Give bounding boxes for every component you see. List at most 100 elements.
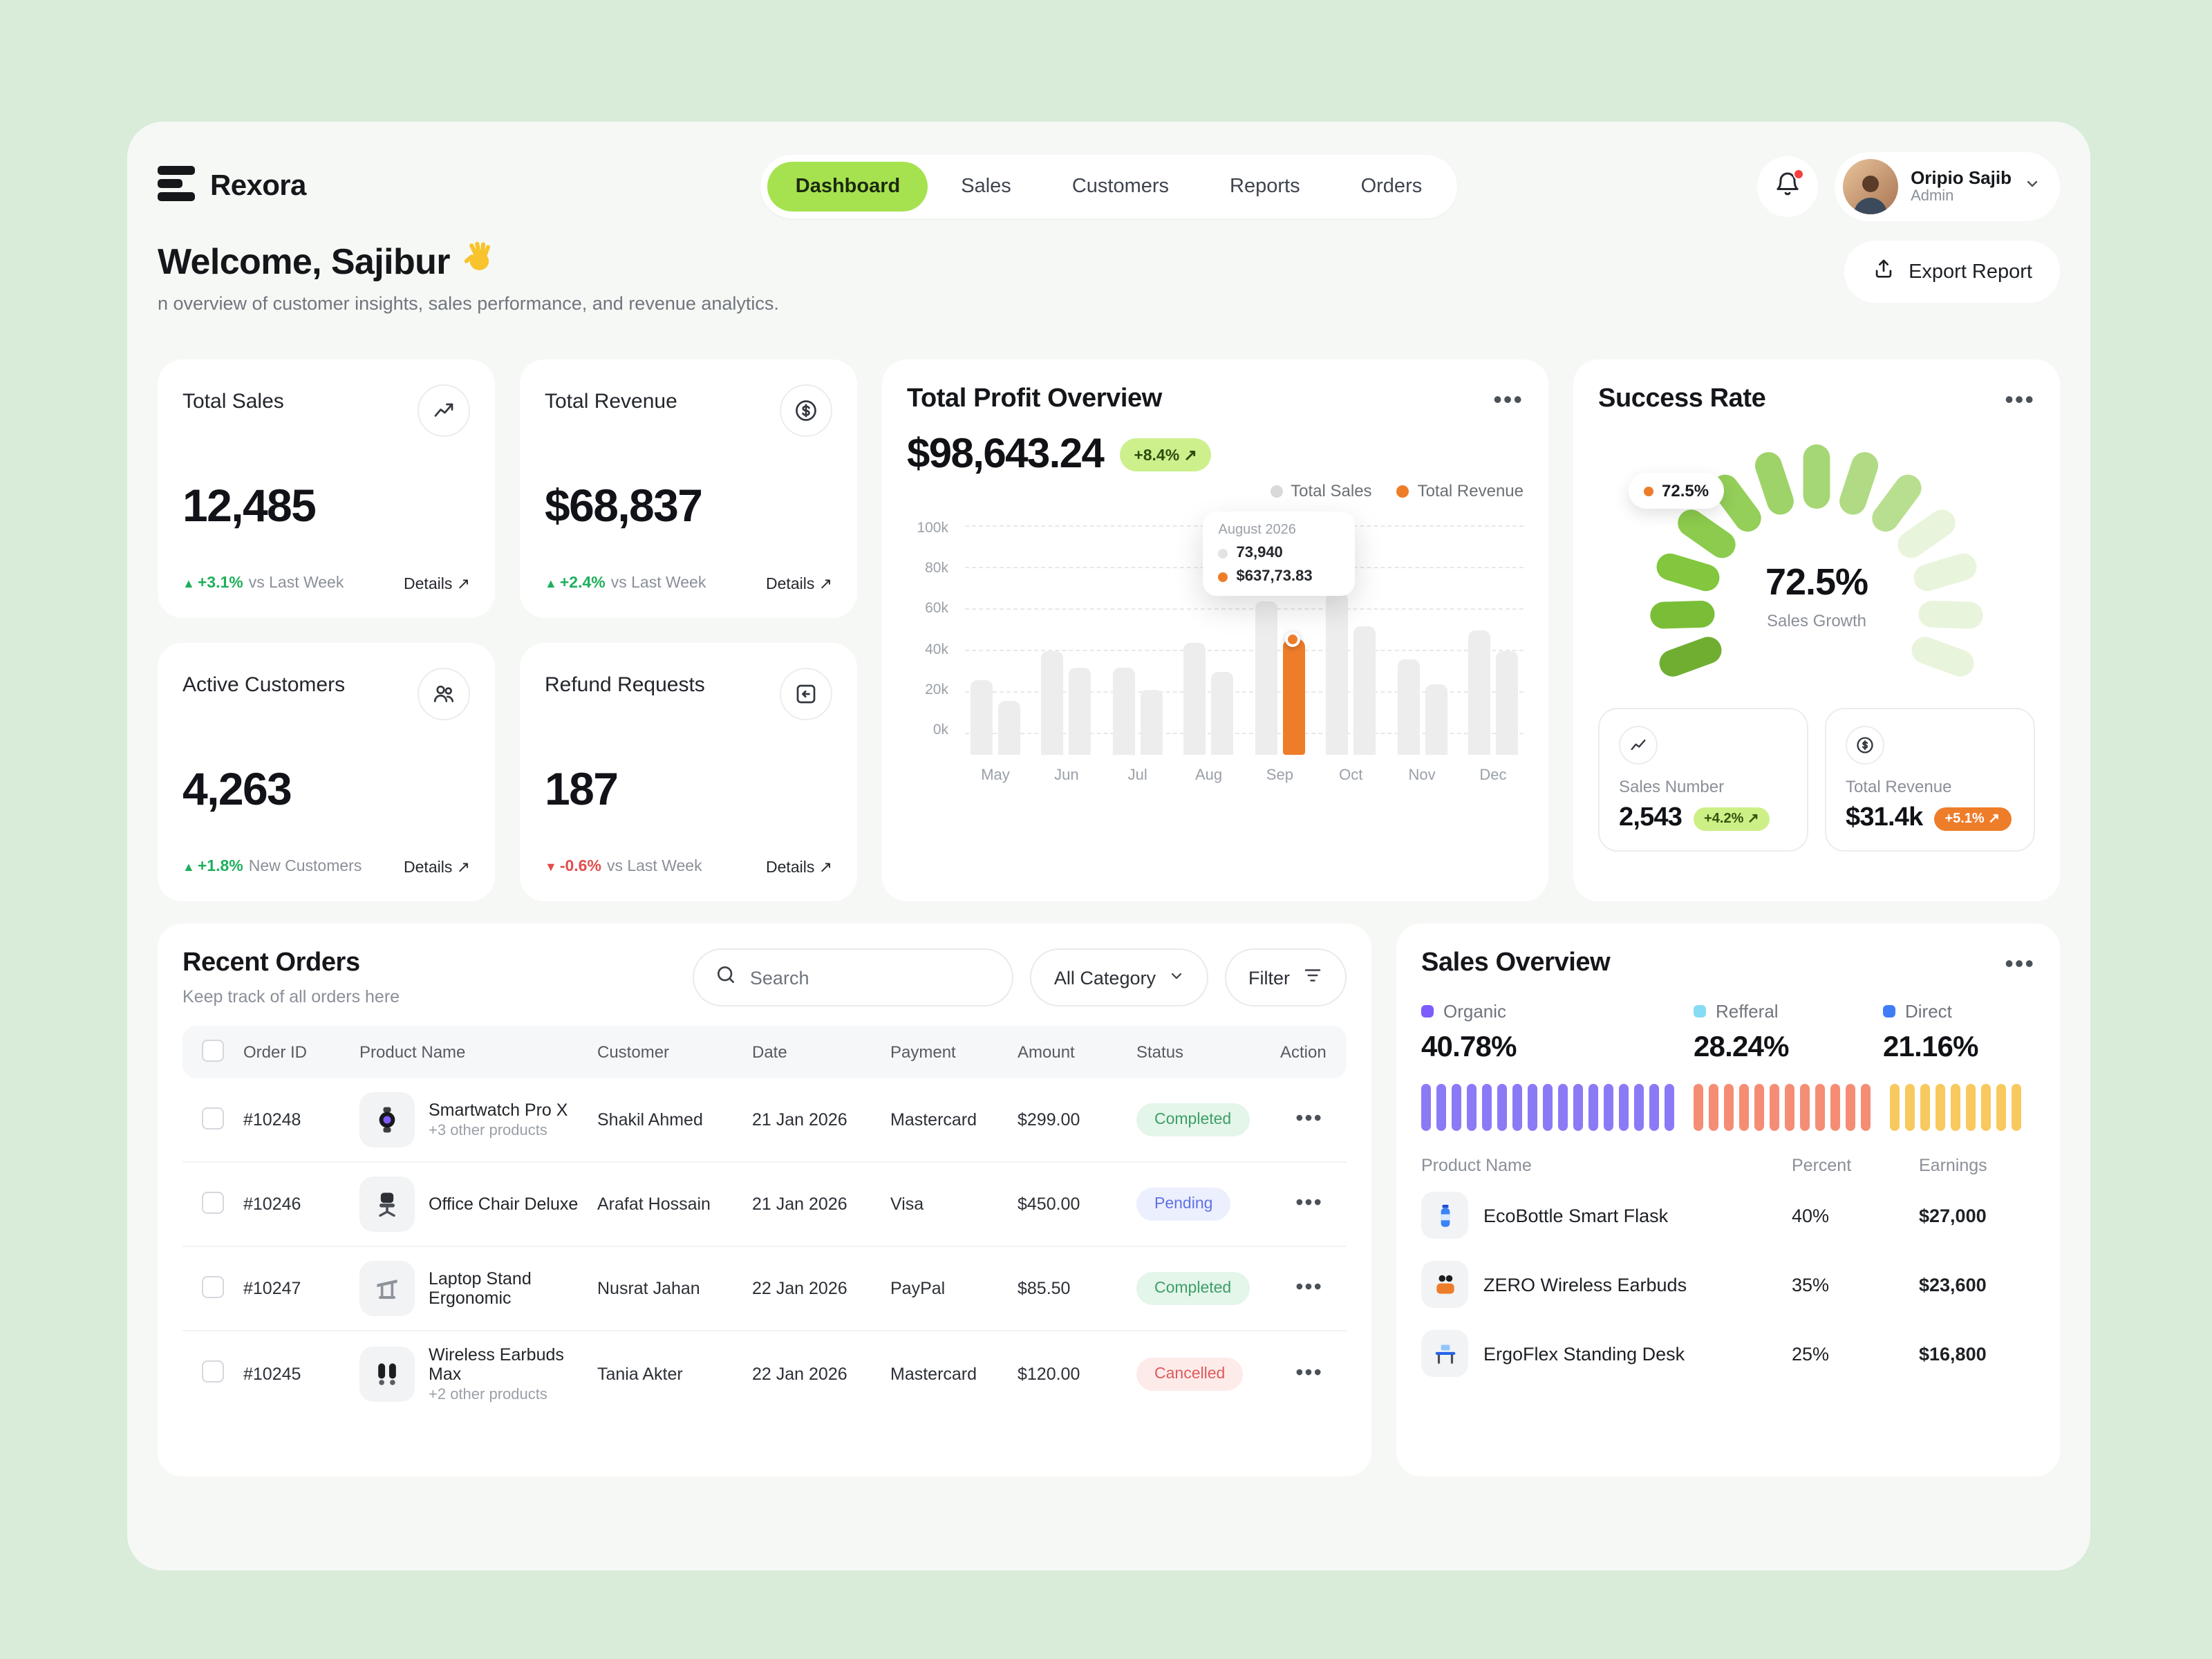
welcome-section: Welcome, Sajibur n overview of customer … — [158, 241, 2060, 343]
details-link[interactable]: Details ↗ — [404, 577, 470, 593]
payment-method: Mastercard — [890, 1110, 977, 1130]
wave-emoji-icon — [461, 241, 494, 283]
product-earnings: $16,800 — [1919, 1343, 1987, 1364]
user-name: Oripio Sajib — [1911, 167, 2012, 188]
orders-subtitle: Keep track of all orders here — [182, 987, 400, 1006]
total-revenue-mini-card: Total Revenue $31.4k +5.1% ↗ — [1825, 708, 2035, 852]
select-all-checkbox[interactable] — [202, 1039, 224, 1061]
orders-table: Order ID Product Name Customer Date Payment A… — [182, 1026, 1347, 1416]
table-row[interactable]: #10246 Office Chair Deluxe Arafat Hossain 2… — [182, 1163, 1347, 1247]
list-item[interactable]: ZERO Wireless Earbuds 35% $23,600 — [1421, 1250, 2035, 1319]
logo[interactable]: Rexora — [158, 165, 572, 208]
stat-label: Total Revenue — [545, 390, 677, 413]
order-id: #10247 — [243, 1279, 301, 1298]
product-name: Wireless Earbuds Max — [429, 1344, 564, 1383]
success-rate-card: Success Rate ••• 72.5% 72.5% Sales Growt… — [1573, 359, 2060, 901]
rexora-logo-icon — [158, 165, 196, 208]
organic-dot — [1421, 1005, 1434, 1018]
table-header: Order ID Product Name Customer Date Payment A… — [182, 1026, 1347, 1078]
table-row[interactable]: #10245 Wireless Earbuds Max +2 other produ… — [182, 1331, 1347, 1416]
delta-arrow-icon: ▲ — [182, 860, 195, 874]
user-menu[interactable]: Oripio Sajib Admin — [1835, 152, 2060, 221]
details-link[interactable]: Details ↗ — [766, 577, 832, 593]
column-header: Product Name — [1421, 1156, 1532, 1175]
organic-value: 40.78% — [1421, 1031, 1517, 1063]
success-title: Success Rate — [1598, 384, 1766, 413]
payment-method: Visa — [890, 1194, 924, 1214]
chair-icon — [359, 1177, 415, 1232]
status-badge: Completed — [1136, 1103, 1250, 1136]
table-row[interactable]: #10247 Laptop Stand Ergonomic Nusrat Jahan… — [182, 1247, 1347, 1331]
sales-overview-menu-button[interactable]: ••• — [2005, 950, 2035, 977]
search-input[interactable] — [749, 967, 995, 988]
column-header: Product Name — [359, 1042, 466, 1062]
details-link[interactable]: Details ↗ — [404, 860, 470, 877]
page-subtitle: n overview of customer insights, sales p… — [158, 293, 779, 314]
smartwatch-icon — [359, 1092, 415, 1147]
category-select[interactable]: All Category — [1030, 948, 1208, 1006]
stat-card-refund-requests: Refund Requests 187 ▼ -0.6% vs Last Week D… — [520, 643, 857, 901]
stat-value: 4,263 — [182, 762, 292, 814]
nav-item-orders[interactable]: Orders — [1360, 176, 1423, 198]
status-badge: Completed — [1136, 1272, 1250, 1305]
order-amount: $450.00 — [1018, 1194, 1080, 1214]
row-actions-button[interactable]: ••• — [1295, 1107, 1323, 1131]
order-id: #10245 — [243, 1364, 301, 1383]
profit-legend: Total Sales Total Revenue — [907, 481, 1524, 500]
bar-group-jul: Jul — [1112, 525, 1163, 785]
success-gauge: 72.5% 72.5% Sales Growth — [1598, 418, 2035, 702]
sales-overview-card: Sales Overview ••• Organic 40.78% Reffer… — [1396, 924, 2060, 1477]
order-date: 22 Jan 2026 — [752, 1279, 847, 1298]
column-header: Amount — [1018, 1042, 1075, 1062]
export-report-button[interactable]: Export Report — [1844, 241, 2060, 303]
table-row[interactable]: #10248 Smartwatch Pro X +3 other products S… — [182, 1078, 1347, 1163]
list-item[interactable]: EcoBottle Smart Flask 40% $27,000 — [1421, 1181, 2035, 1250]
desk-icon — [1421, 1330, 1468, 1377]
success-menu-button[interactable]: ••• — [2005, 386, 2035, 413]
gauge-value: 72.5% — [1765, 561, 1868, 603]
stat-card-total-revenue: Total Revenue $68,837 ▲ +2.4% vs Last Week… — [520, 359, 857, 618]
bar-group-may: May — [971, 525, 1020, 785]
details-link[interactable]: Details ↗ — [766, 860, 832, 877]
topbar: Rexora Dashboard Sales Customers Reports… — [158, 149, 2060, 224]
strip-direct — [1890, 1084, 2021, 1131]
customer-name: Nusrat Jahan — [597, 1279, 700, 1298]
bar-group-dec: Dec — [1468, 525, 1518, 785]
list-item[interactable]: ErgoFlex Standing Desk 25% $16,800 — [1421, 1319, 2035, 1388]
stat-value: $68,837 — [545, 479, 703, 530]
row-actions-button[interactable]: ••• — [1295, 1361, 1323, 1385]
nav-item-customers[interactable]: Customers — [1071, 176, 1170, 198]
column-header: Status — [1136, 1042, 1184, 1062]
bar-group-jun: Jun — [1041, 525, 1091, 785]
stat-value: 187 — [545, 762, 619, 814]
bar-group-sep: Sep — [1255, 525, 1305, 785]
product-percent: 40% — [1792, 1205, 1830, 1226]
bar-group-aug: Aug — [1183, 525, 1234, 785]
profit-title: Total Profit Overview — [907, 384, 1162, 413]
filter-button[interactable]: Filter — [1225, 948, 1347, 1006]
sales-table-header: Product Name Percent Earnings — [1421, 1156, 2035, 1181]
nav-item-reports[interactable]: Reports — [1230, 176, 1300, 198]
stat-card-active-customers: Active Customers 4,263 ▲ +1.8% New Custome… — [158, 643, 495, 901]
profit-menu-button[interactable]: ••• — [1493, 386, 1524, 413]
row-checkbox[interactable] — [202, 1275, 224, 1297]
row-actions-button[interactable]: ••• — [1295, 1276, 1323, 1300]
stats-grid: Total Sales 12,485 ▲ +3.1% vs Last Week De… — [158, 359, 857, 901]
nav-item-dashboard[interactable]: Dashboard — [767, 162, 928, 212]
product-name: ZERO Wireless Earbuds — [1483, 1274, 1687, 1295]
column-header: Customer — [597, 1042, 670, 1062]
highlight-dot — [1285, 632, 1301, 647]
row-checkbox[interactable] — [202, 1107, 224, 1129]
row-checkbox[interactable] — [202, 1191, 224, 1213]
mini-value: 2,543 — [1619, 803, 1683, 832]
notifications-button[interactable] — [1757, 156, 1819, 217]
product-sub: +2 other products — [429, 1386, 547, 1403]
order-id: #10246 — [243, 1194, 301, 1214]
product-earnings: $27,000 — [1919, 1205, 1987, 1226]
search-box[interactable] — [693, 948, 1014, 1006]
row-actions-button[interactable]: ••• — [1295, 1192, 1323, 1215]
user-role: Admin — [1911, 188, 1954, 205]
row-checkbox[interactable] — [202, 1360, 224, 1382]
nav-item-sales[interactable]: Sales — [961, 176, 1011, 198]
sales-legend: Organic 40.78% Refferal 28.24% Direct 21… — [1421, 1001, 2035, 1065]
